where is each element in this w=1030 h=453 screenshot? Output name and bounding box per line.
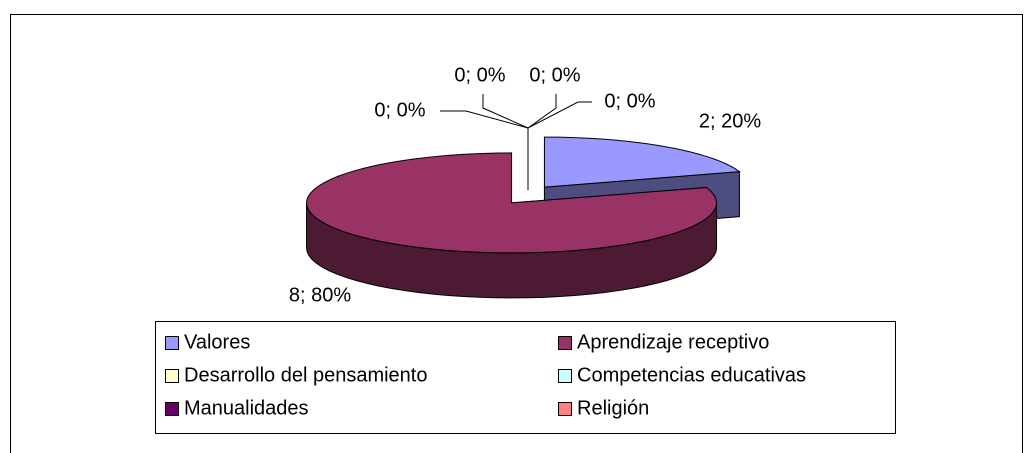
legend-label: Religión: [577, 397, 649, 419]
legend-swatch: [165, 369, 179, 383]
leader-lines: [440, 94, 592, 190]
legend: [155, 321, 896, 434]
legend-swatch: [558, 402, 572, 416]
data-label: 0; 0%: [454, 64, 505, 86]
data-label: 0; 0%: [374, 99, 425, 121]
legend-swatch: [558, 336, 572, 350]
pie-slice: [306, 152, 718, 254]
legend-label: Valores: [184, 331, 250, 353]
data-label: 2; 20%: [699, 110, 761, 132]
legend-label: Aprendizaje receptivo: [577, 331, 769, 353]
pie: [306, 136, 741, 299]
legend-swatch: [165, 402, 179, 416]
data-label: 8; 80%: [289, 284, 351, 306]
legend-label: Competencias educativas: [577, 364, 806, 386]
leader-line: [440, 110, 529, 129]
legend-label: Desarrollo del pensamiento: [184, 364, 427, 386]
pie-slice: [543, 136, 741, 188]
leader-line: [527, 94, 557, 129]
data-label: 0; 0%: [604, 90, 655, 112]
legend-label: Manualidades: [184, 397, 309, 419]
legend-swatch: [165, 336, 179, 350]
legend-swatch: [558, 369, 572, 383]
data-label: 0; 0%: [529, 64, 580, 86]
leader-line: [482, 94, 529, 129]
leader-line: [527, 101, 592, 129]
